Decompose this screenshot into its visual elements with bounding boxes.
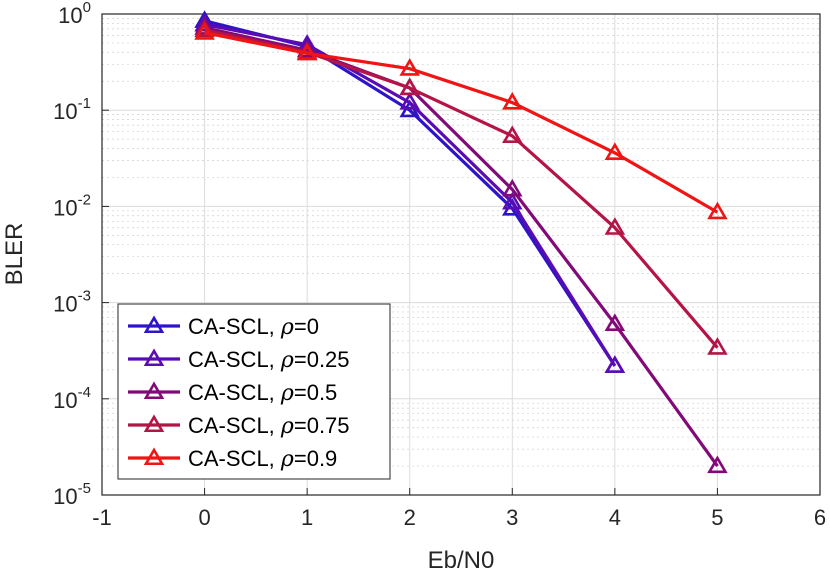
x-tick-label: -1: [92, 505, 112, 530]
y-tick-label: 10-3: [53, 288, 91, 317]
data-point-marker: [194, 22, 215, 40]
legend-item: CA-SCL, ρ=0.25: [128, 347, 350, 373]
series-line: [204, 31, 719, 214]
data-point-marker: [502, 125, 523, 144]
axis-ticks: -1 0 1 2 3 4 5 6 100 10-1 10-2 10-3 10-4 10-5: [53, 0, 826, 530]
legend-item: CA-SCL, ρ=0.9: [128, 446, 337, 472]
data-point-marker: [604, 313, 626, 332]
legend-label: CA-SCL, ρ=0.5: [188, 380, 337, 406]
legend-label: CA-SCL, ρ=0.25: [188, 347, 350, 373]
data-point-marker: [604, 355, 626, 373]
series-line: [204, 26, 719, 467]
data-point-marker: [707, 201, 728, 220]
series-line: [204, 22, 617, 367]
x-tick-label: 6: [814, 505, 826, 530]
legend-marker: [143, 381, 165, 400]
y-tick-label: 100: [58, 0, 91, 28]
series-group: [194, 10, 728, 474]
data-point-marker: [296, 42, 318, 61]
data-point-marker: [707, 337, 728, 355]
legend-marker: [143, 414, 165, 433]
x-tick-label: 1: [301, 505, 313, 530]
y-tick-label: 10-5: [53, 480, 91, 509]
data-point-marker: [604, 217, 626, 235]
x-tick-label: 0: [198, 505, 210, 530]
data-point-marker: [399, 91, 420, 110]
data-point-marker: [399, 77, 420, 96]
legend-marker: [143, 315, 165, 334]
series-line: [204, 28, 719, 349]
legend-item: CA-SCL, ρ=0.5: [128, 380, 337, 406]
plot-frame: [101, 13, 821, 496]
data-point-marker: [502, 191, 523, 210]
x-axis-label: Eb/N0: [428, 547, 495, 574]
data-point-marker: [707, 455, 728, 474]
y-tick-label: 10-4: [53, 384, 91, 413]
x-tick-label: 3: [506, 505, 518, 530]
series-4: [194, 22, 728, 220]
legend-label: CA-SCL, ρ=0.75: [188, 413, 350, 439]
legend-label: CA-SCL, ρ=0: [188, 314, 319, 340]
data-point-marker: [502, 91, 523, 110]
legend-marker: [143, 348, 165, 367]
y-axis-label: BLER: [1, 223, 28, 286]
legend: CA-SCL, ρ=0 CA-SCL, ρ=0.25 CA-SCL, ρ=0.5 CA…: [117, 303, 391, 480]
data-point-marker: [502, 178, 523, 197]
data-point-marker: [604, 142, 626, 160]
legend-item: CA-SCL, ρ=0: [128, 314, 319, 340]
x-tick-label: 4: [609, 505, 621, 530]
y-tick-label: 10-2: [53, 191, 91, 220]
x-tick-label: 2: [404, 505, 416, 530]
legend-label: CA-SCL, ρ=0.9: [188, 446, 337, 472]
data-point-marker: [399, 58, 420, 76]
x-tick-label: 5: [711, 505, 723, 530]
y-tick-label: 10-1: [53, 95, 91, 124]
legend-marker: [143, 447, 165, 466]
legend-item: CA-SCL, ρ=0.75: [128, 413, 350, 439]
